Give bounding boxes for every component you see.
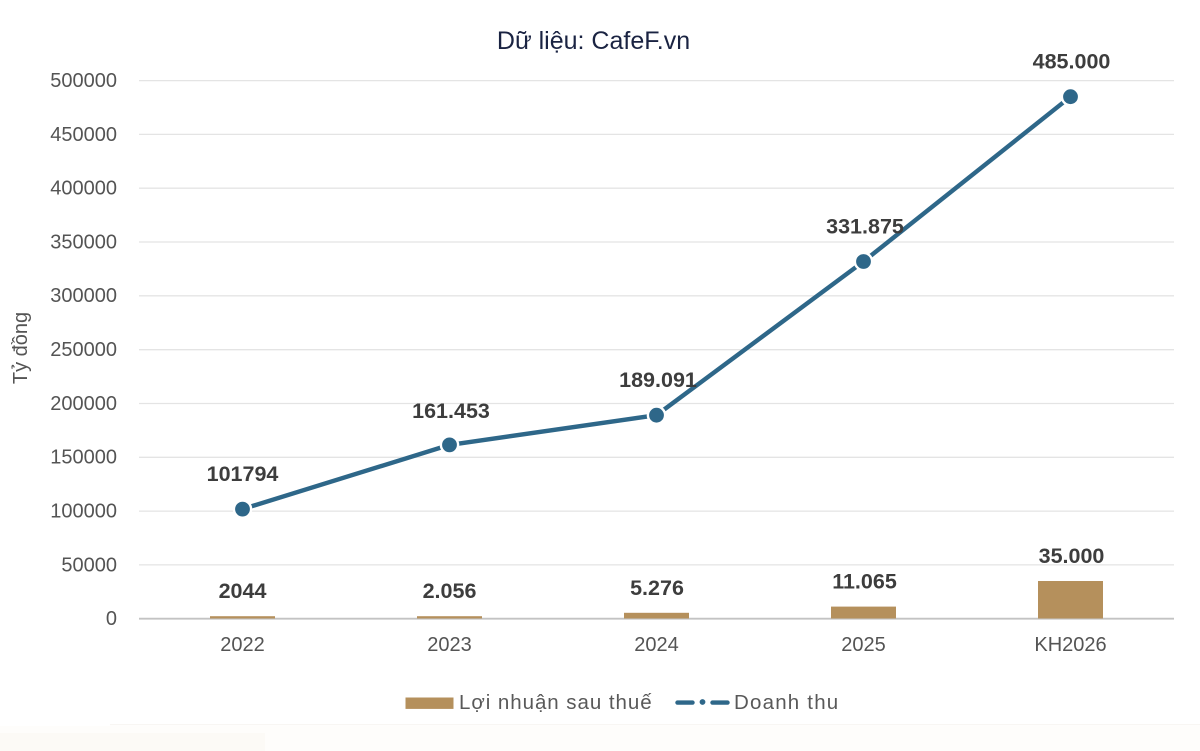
svg-text:Dữ liệu: CafeF.vn: Dữ liệu: CafeF.vn [497, 27, 690, 55]
svg-text:2.056: 2.056 [423, 579, 477, 603]
svg-text:189.091: 189.091 [619, 368, 697, 392]
svg-text:11.065: 11.065 [832, 570, 897, 594]
svg-text:500000: 500000 [50, 70, 117, 92]
svg-text:101794: 101794 [207, 462, 279, 486]
svg-text:35.000: 35.000 [1039, 544, 1105, 568]
svg-text:50000: 50000 [61, 554, 117, 576]
svg-text:250000: 250000 [50, 339, 117, 361]
svg-text:331.875: 331.875 [826, 215, 904, 239]
svg-text:485.000: 485.000 [1033, 50, 1111, 74]
svg-text:161.453: 161.453 [412, 399, 490, 423]
svg-text:2044: 2044 [219, 579, 267, 603]
svg-text:400000: 400000 [50, 178, 117, 200]
svg-text:2023: 2023 [427, 634, 472, 656]
svg-text:300000: 300000 [50, 285, 117, 307]
svg-text:Doanh thu: Doanh thu [734, 691, 839, 714]
svg-text:Tỷ đồng: Tỷ đồng [10, 312, 32, 384]
svg-text:200000: 200000 [50, 393, 117, 415]
svg-text:350000: 350000 [50, 231, 117, 253]
svg-text:0: 0 [106, 608, 117, 630]
svg-text:5.276: 5.276 [630, 576, 684, 600]
svg-text:2025: 2025 [841, 634, 886, 656]
svg-text:100000: 100000 [50, 501, 117, 523]
svg-text:450000: 450000 [50, 124, 117, 146]
svg-text:KH2026: KH2026 [1034, 634, 1106, 656]
svg-text:150000: 150000 [50, 447, 117, 469]
svg-text:2022: 2022 [220, 634, 265, 656]
svg-text:Lợi nhuận sau thuế: Lợi nhuận sau thuế [459, 691, 653, 714]
svg-text:2024: 2024 [634, 634, 679, 656]
